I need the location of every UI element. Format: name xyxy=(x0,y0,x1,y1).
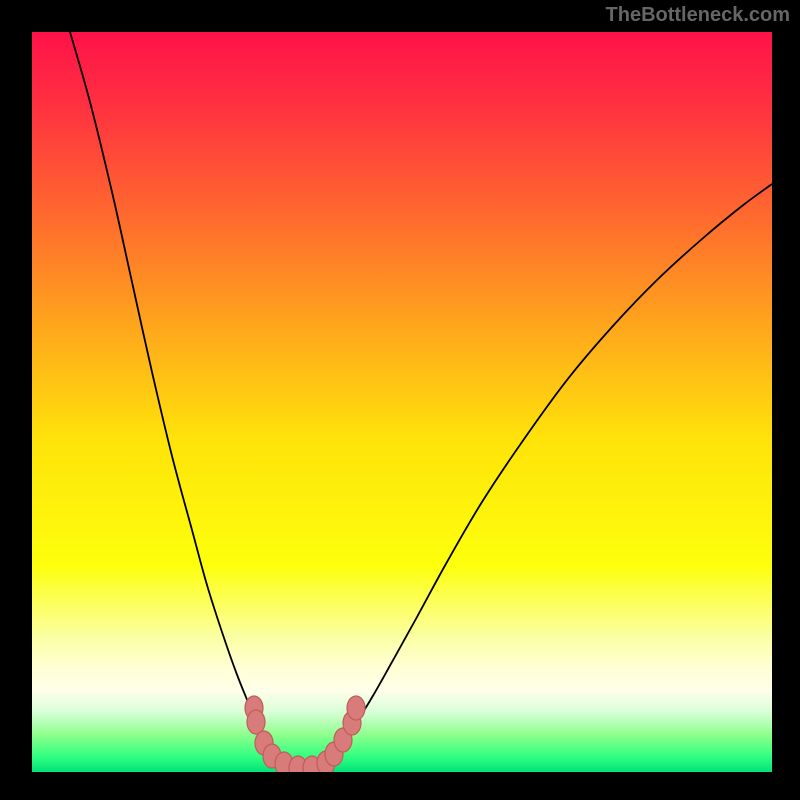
data-marker xyxy=(347,696,365,720)
plot-area xyxy=(32,32,772,772)
chart-svg xyxy=(32,32,772,772)
chart-container: TheBottleneck.com xyxy=(0,0,800,800)
gradient-background xyxy=(32,32,772,772)
watermark-text: TheBottleneck.com xyxy=(606,4,790,27)
data-marker xyxy=(247,710,265,734)
